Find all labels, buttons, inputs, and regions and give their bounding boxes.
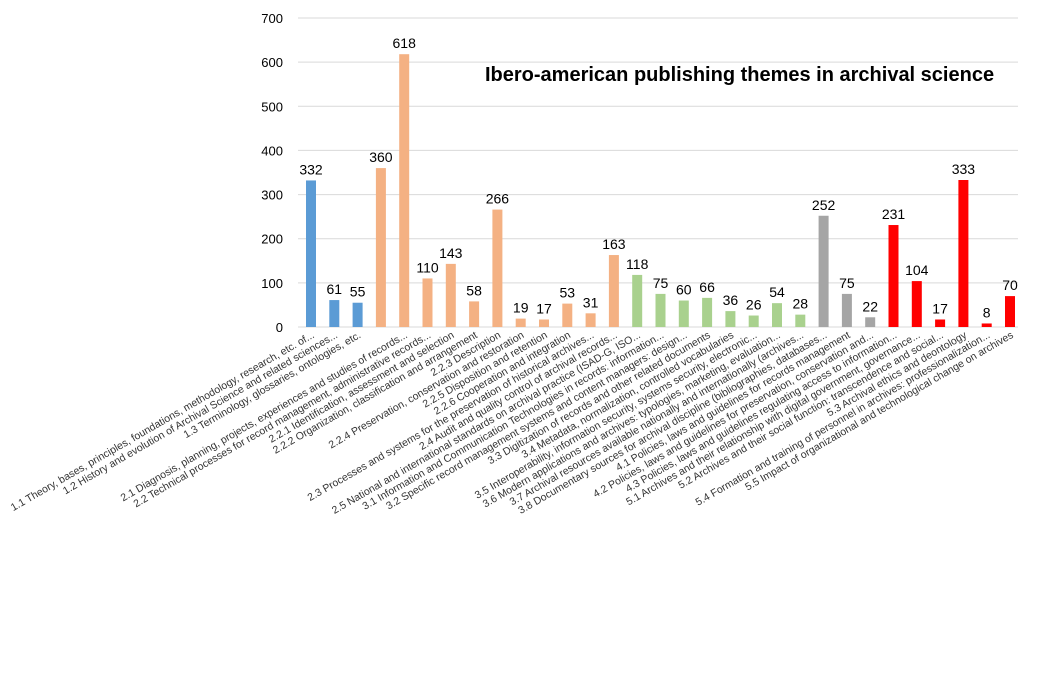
bar	[329, 300, 340, 327]
data-label: 53	[560, 285, 576, 301]
data-label: 618	[393, 35, 417, 51]
bar	[865, 317, 876, 327]
y-tick-label: 300	[261, 188, 283, 203]
data-label: 17	[536, 300, 552, 316]
x-axis-labels: 1.1 Theory, bases, principles, foundatio…	[9, 329, 1016, 517]
data-label: 55	[350, 284, 366, 300]
bar	[632, 274, 643, 327]
bar	[748, 315, 759, 327]
bar	[469, 301, 480, 327]
data-label: 61	[327, 281, 343, 297]
bar	[422, 278, 433, 327]
bar	[399, 54, 410, 327]
bars	[306, 54, 1015, 327]
data-label: 8	[983, 304, 991, 320]
data-label: 231	[882, 206, 906, 222]
data-label: 22	[862, 298, 878, 314]
data-label: 333	[952, 161, 976, 177]
bar	[958, 180, 969, 327]
data-label: 104	[905, 262, 929, 278]
bar	[1005, 296, 1015, 327]
bar	[585, 313, 596, 327]
bar	[818, 215, 829, 327]
data-label: 28	[793, 296, 809, 312]
data-label: 163	[602, 236, 626, 252]
data-label: 31	[583, 294, 599, 310]
data-label: 58	[466, 282, 482, 298]
data-label: 110	[416, 259, 439, 275]
y-axis: 0 100 200 300 400 500 600 700	[261, 11, 283, 335]
bar	[306, 180, 316, 327]
data-label: 143	[439, 245, 463, 261]
bar	[608, 255, 619, 327]
data-label: 36	[723, 292, 739, 308]
bar	[352, 302, 363, 327]
bar	[515, 318, 526, 327]
data-label: 60	[676, 282, 692, 298]
bar	[492, 209, 503, 327]
bar	[562, 303, 573, 327]
bar	[981, 323, 992, 327]
bar	[911, 281, 922, 327]
data-label: 19	[513, 300, 529, 316]
data-label: 332	[299, 161, 323, 177]
bar	[445, 263, 456, 327]
data-label: 360	[369, 149, 393, 165]
data-label: 66	[699, 279, 715, 295]
bar	[539, 319, 549, 327]
data-label: 54	[769, 284, 785, 300]
data-label: 118	[626, 256, 649, 272]
data-label: 252	[812, 197, 836, 213]
data-label: 17	[932, 300, 948, 316]
bar	[841, 293, 852, 327]
data-label: 75	[839, 275, 855, 291]
gridlines	[298, 17, 1018, 328]
y-tick-label: 0	[276, 320, 283, 335]
bar	[375, 168, 386, 327]
bar	[702, 297, 713, 327]
bar	[888, 225, 899, 327]
y-tick-label: 500	[261, 99, 283, 114]
y-tick-label: 400	[261, 143, 283, 158]
data-label: 70	[1002, 277, 1018, 293]
bar	[725, 311, 736, 327]
chart-title: Ibero-american publishing themes in arch…	[485, 64, 995, 86]
data-label: 26	[746, 297, 762, 313]
data-label: 75	[653, 275, 669, 291]
bar	[935, 319, 946, 327]
bar	[655, 293, 666, 327]
data-label: 266	[486, 191, 510, 207]
y-tick-label: 100	[261, 276, 283, 291]
bar	[772, 303, 782, 327]
bar	[795, 314, 806, 327]
y-tick-label: 200	[261, 232, 283, 247]
y-tick-label: 700	[261, 11, 283, 26]
bar	[678, 300, 689, 327]
y-tick-label: 600	[261, 55, 283, 70]
